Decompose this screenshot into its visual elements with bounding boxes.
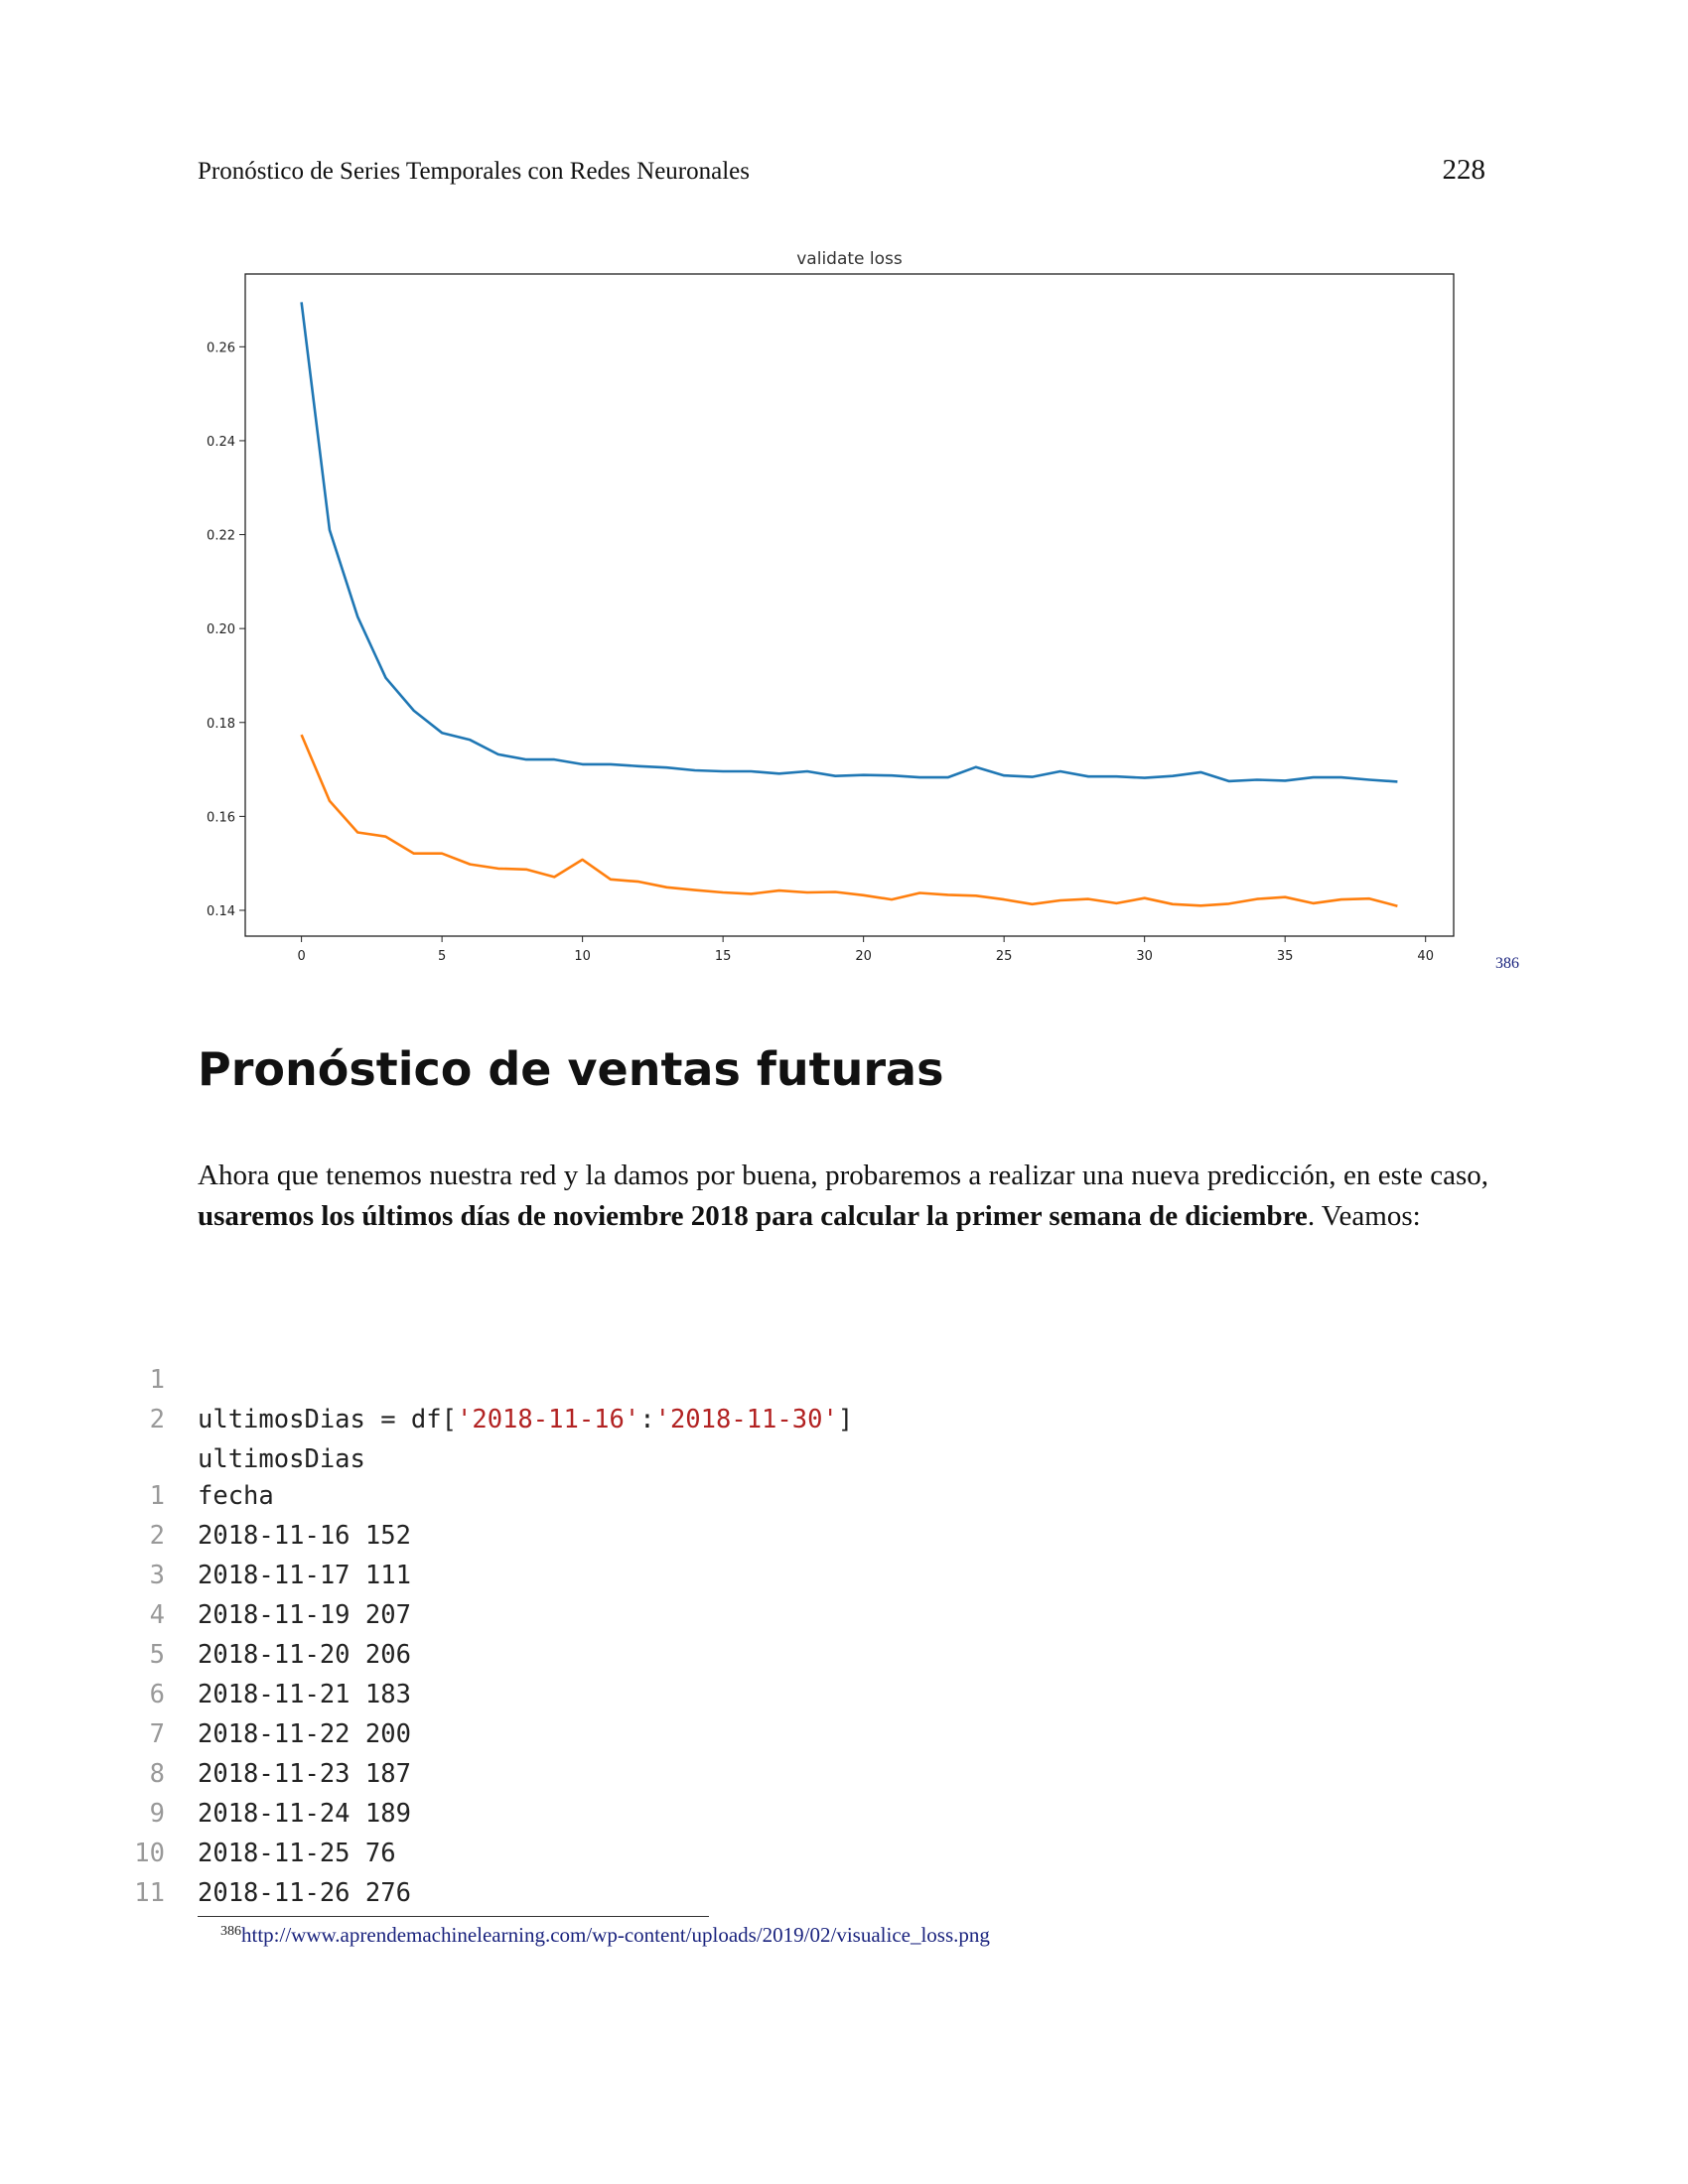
code-text: 2018-11-26 276 [198,1878,411,1908]
y-tick-label: 0.20 [207,622,235,637]
line-number: 4 [149,1600,165,1630]
line-number: 10 [134,1839,165,1868]
validate-loss-chart: validate loss 0 5 10 15 20 25 30 35 40 0.14 0.16 0.1… [189,242,1534,977]
y-tick-label: 0.18 [207,717,235,732]
x-tick-label: 25 [996,949,1013,964]
y-tick-label: 0.24 [207,435,235,450]
footnote-link[interactable]: http://www.aprendemachinelearning.com/wp… [241,1923,990,1947]
code-text: fecha [198,1481,274,1511]
paragraph-text-end: . Veamos: [1307,1200,1421,1232]
line-number: 6 [149,1680,165,1709]
line-number: 1 [149,1481,165,1511]
code-string: '2018-11-30' [654,1405,838,1434]
code-text: ultimosDias = df['2018-11-16':'2018-11-3… [198,1400,853,1439]
intro-paragraph: Ahora que tenemos nuestra red y la damos… [198,1156,1488,1237]
code-token: : [639,1405,655,1434]
code-text: 2018-11-21 183 [198,1680,411,1709]
code-block-ultimos-dias: 1 ultimosDias = df['2018-11-16':'2018-11… [129,1320,854,1474]
line-number: 1 [149,1365,165,1395]
running-title: Pronóstico de Series Temporales con Rede… [198,158,750,185]
footnote-marker[interactable]: 386 [1495,955,1519,972]
paragraph-bold-text: usaremos los últimos días de noviembre 2… [198,1200,1308,1232]
code-token: ] [837,1405,854,1434]
page-header: Pronóstico de Series Temporales con Rede… [198,154,1485,187]
code-token: ultimosDias = df[ [198,1405,457,1434]
footnote-number: 386 [220,1924,241,1939]
code-text: 2018-11-16 152 [198,1521,411,1551]
line-number: 5 [149,1640,165,1670]
footnote: 386http://www.aprendemachinelearning.com… [220,1923,990,1948]
x-tick-label: 40 [1417,949,1434,964]
y-tick-label: 0.14 [207,904,235,919]
plot-frame [244,273,1455,937]
y-tick-label: 0.22 [207,529,235,544]
line-number: 3 [149,1561,165,1590]
series-line-1 [300,302,1398,783]
code-text: 2018-11-25 76 [198,1839,396,1868]
x-tick-label: 0 [297,949,305,964]
chart-title: validate loss [796,249,903,269]
x-tick-label: 20 [855,949,872,964]
line-number: 7 [149,1719,165,1749]
x-tick-label: 15 [715,949,732,964]
x-tick-label: 5 [438,949,446,964]
code-text: 2018-11-20 206 [198,1640,411,1670]
code-text: 2018-11-22 200 [198,1719,411,1749]
line-number: 8 [149,1759,165,1789]
x-tick-label: 30 [1136,949,1153,964]
code-line: 2 ultimosDias [129,1360,365,1474]
page-number: 228 [1442,154,1486,186]
code-text: 2018-11-19 207 [198,1600,411,1630]
line-number: 2 [149,1405,165,1434]
x-tick-label: 35 [1277,949,1294,964]
code-text: ultimosDias [198,1444,365,1474]
footnote-divider [198,1916,709,1917]
paragraph-text-start: Ahora que tenemos nuestra red y la damos… [198,1160,1488,1191]
line-number: 2 [149,1521,165,1551]
line-number: 9 [149,1799,165,1829]
code-string: '2018-11-16' [457,1405,640,1434]
y-tick-label: 0.16 [207,810,235,825]
code-line: 1 ultimosDias = df['2018-11-16':'2018-11… [129,1320,854,1434]
line-number: 11 [134,1878,165,1908]
chart-svg: validate loss 0 5 10 15 20 25 30 35 40 0.14 0.16 0.1… [207,249,1455,964]
x-tick-label: 10 [574,949,591,964]
series-line-2 [300,734,1398,907]
code-text: 2018-11-17 111 [198,1561,411,1590]
section-title: Pronóstico de ventas futuras [198,1042,944,1096]
code-text: 2018-11-23 187 [198,1759,411,1789]
code-text: 2018-11-24 189 [198,1799,411,1829]
y-tick-label: 0.26 [207,341,235,355]
